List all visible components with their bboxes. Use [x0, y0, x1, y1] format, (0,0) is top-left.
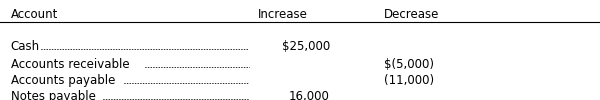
Text: Accounts payable: Accounts payable	[11, 74, 115, 87]
Text: Cash: Cash	[11, 40, 40, 53]
Text: (11,000): (11,000)	[384, 74, 434, 87]
Text: Increase: Increase	[258, 8, 308, 21]
Text: Notes payable: Notes payable	[11, 90, 95, 100]
Text: $25,000: $25,000	[282, 40, 330, 53]
Text: $(5,000): $(5,000)	[384, 58, 434, 71]
Text: Accounts receivable: Accounts receivable	[11, 58, 130, 71]
Text: 16,000: 16,000	[289, 90, 330, 100]
Text: Account: Account	[11, 8, 58, 21]
Text: Decrease: Decrease	[384, 8, 439, 21]
